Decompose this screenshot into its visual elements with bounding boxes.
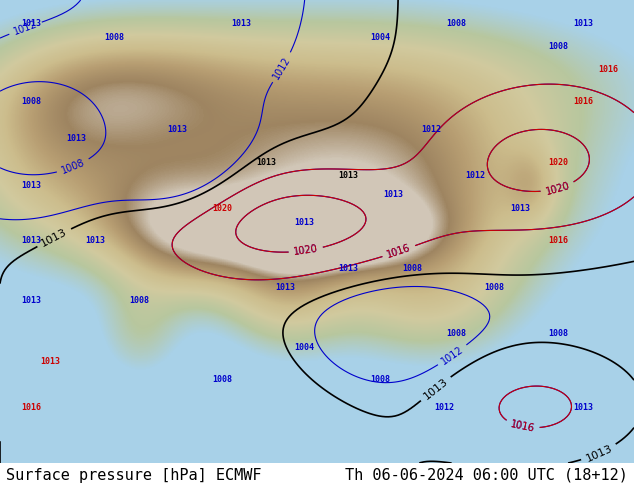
Text: 1013: 1013 — [22, 181, 42, 190]
Text: 1012: 1012 — [12, 19, 39, 37]
Text: 1012: 1012 — [465, 172, 486, 180]
Text: 1020: 1020 — [212, 204, 232, 213]
Text: 1013: 1013 — [275, 283, 295, 292]
Text: 1016: 1016 — [385, 243, 412, 260]
Text: 1008: 1008 — [22, 98, 42, 106]
Text: 1013: 1013 — [573, 19, 593, 27]
Text: 1008: 1008 — [446, 19, 467, 27]
Text: 1008: 1008 — [104, 32, 124, 42]
Text: 1013: 1013 — [231, 19, 251, 27]
Text: 1020: 1020 — [548, 158, 568, 167]
Text: 1012: 1012 — [439, 344, 465, 367]
Text: 1008: 1008 — [129, 296, 150, 305]
Text: 1016: 1016 — [385, 243, 412, 260]
Text: 1012: 1012 — [421, 125, 441, 134]
Text: 1013: 1013 — [422, 376, 450, 401]
Text: 1013: 1013 — [66, 134, 86, 144]
Text: 1008: 1008 — [402, 264, 422, 273]
Text: 1012: 1012 — [434, 403, 454, 412]
Text: 1008: 1008 — [212, 375, 232, 384]
Text: 1013: 1013 — [85, 236, 105, 245]
Text: 1004: 1004 — [294, 343, 314, 352]
Text: 1008: 1008 — [446, 329, 467, 338]
Text: 1013: 1013 — [339, 264, 359, 273]
Text: 1016: 1016 — [510, 419, 536, 434]
Text: 1016: 1016 — [573, 98, 593, 106]
Text: 1013: 1013 — [22, 236, 42, 245]
Text: 1004: 1004 — [370, 32, 391, 42]
Text: 1016: 1016 — [510, 419, 536, 434]
Text: 1020: 1020 — [293, 244, 319, 257]
Text: Th 06-06-2024 06:00 UTC (18+12): Th 06-06-2024 06:00 UTC (18+12) — [345, 467, 628, 483]
Text: 1013: 1013 — [167, 125, 188, 134]
Text: 1008: 1008 — [548, 42, 568, 51]
Text: 1013: 1013 — [510, 204, 530, 213]
Text: 1008: 1008 — [370, 375, 391, 384]
Text: 1012: 1012 — [271, 54, 293, 81]
Text: 1020: 1020 — [545, 180, 571, 196]
Text: 1013: 1013 — [22, 296, 42, 305]
Text: 1013: 1013 — [22, 19, 42, 27]
Text: 1013: 1013 — [339, 172, 359, 180]
Text: 1020: 1020 — [545, 180, 571, 196]
Text: Surface pressure [hPa] ECMWF: Surface pressure [hPa] ECMWF — [6, 467, 262, 483]
Text: 1013: 1013 — [39, 227, 69, 248]
Text: 1013: 1013 — [383, 190, 403, 199]
Text: 1013: 1013 — [294, 218, 314, 227]
Text: 1013: 1013 — [573, 403, 593, 412]
Text: 1008: 1008 — [548, 329, 568, 338]
Text: 1013: 1013 — [584, 443, 614, 464]
Text: 1008: 1008 — [60, 157, 86, 176]
Text: 1016: 1016 — [548, 236, 568, 245]
Text: 1020: 1020 — [293, 244, 319, 257]
Text: 1008: 1008 — [484, 283, 505, 292]
Text: 1016: 1016 — [22, 403, 42, 412]
Text: 1016: 1016 — [598, 65, 619, 74]
Text: 1013: 1013 — [41, 357, 61, 366]
Text: 1013: 1013 — [256, 158, 276, 167]
